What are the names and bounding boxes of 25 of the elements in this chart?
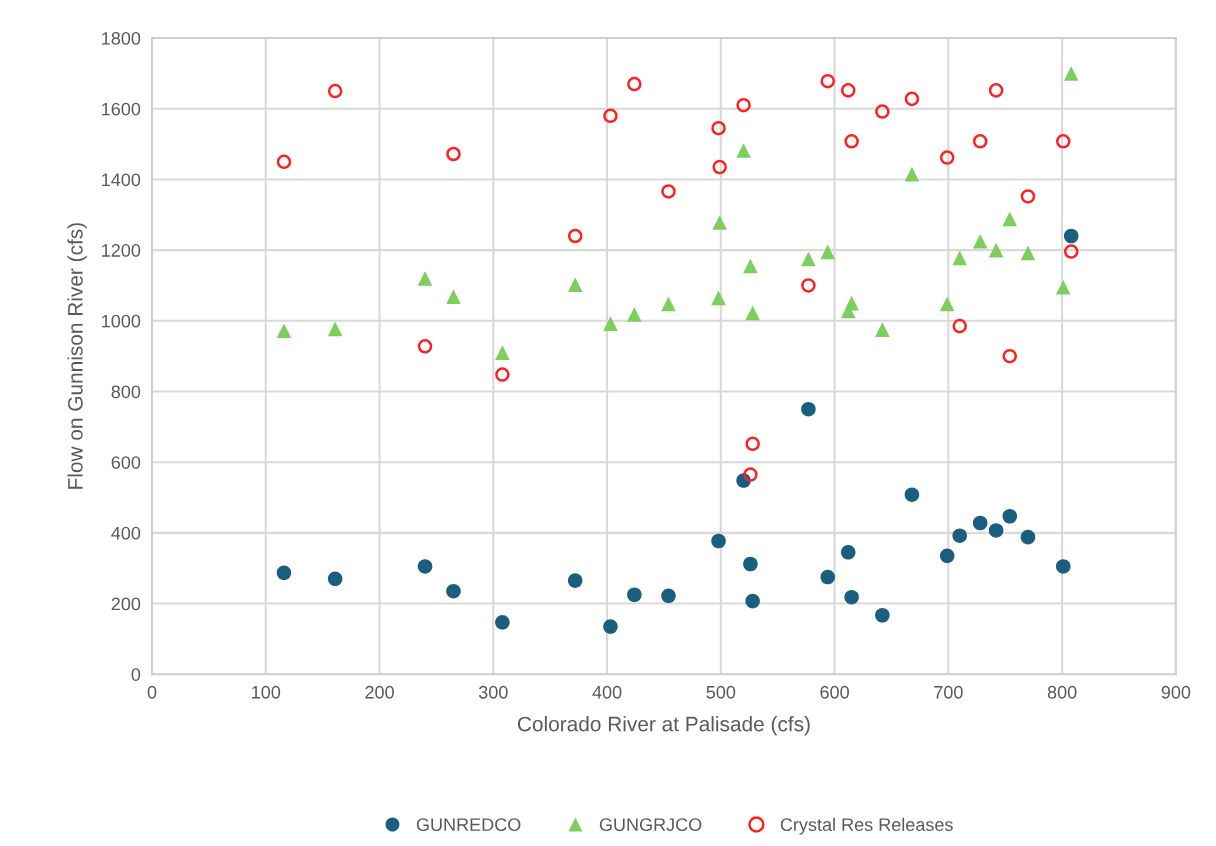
x-tick-label: 800	[1047, 685, 1077, 699]
y-tick-label: 800	[111, 385, 141, 399]
y-tick-label: 200	[111, 597, 141, 611]
legend-label: Crystal Res Releases	[780, 817, 953, 835]
y-tick-label: 1400	[102, 173, 141, 187]
x-tick-label: 400	[592, 685, 622, 699]
y-tick-label: 0	[131, 668, 141, 681]
y-tick-label: 1200	[102, 244, 141, 257]
y-axis-title: Flow on Gunnison River (cfs)	[67, 223, 87, 489]
x-tick-label: 900	[1161, 685, 1191, 699]
x-tick-label: 600	[820, 685, 849, 699]
legend-label: GUNREDCO	[416, 818, 521, 832]
y-tick-label: 1600	[102, 102, 141, 116]
x-tick-label: 500	[706, 685, 736, 699]
y-tick-label: 600	[111, 456, 141, 469]
y-tick-label: 1800	[102, 32, 141, 45]
y-tick-label: 1000	[102, 314, 141, 328]
y-tick-label: 400	[111, 526, 141, 540]
x-tick-label: 0	[147, 685, 157, 699]
legend-label: GUNGRJCO	[599, 818, 702, 832]
x-axis-title: Colorado River at Palisade (cfs)	[517, 716, 810, 736]
x-tick-label: 700	[934, 685, 963, 699]
x-tick-label: 300	[478, 685, 508, 699]
x-tick-label: 200	[365, 685, 394, 699]
x-tick-label: 100	[252, 685, 281, 699]
